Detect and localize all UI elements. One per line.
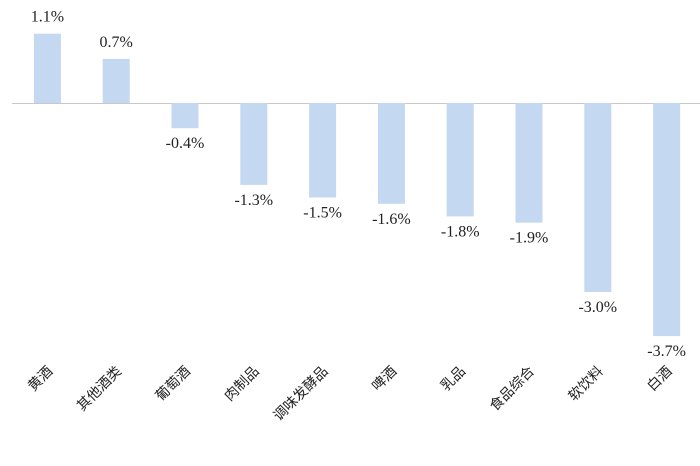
value-label-0: 1.1%: [31, 9, 64, 26]
bar-3: [240, 103, 268, 185]
category-label-4: 调味发酵品: [271, 364, 332, 425]
value-label-1: 0.7%: [100, 34, 133, 51]
value-label-6: -1.8%: [441, 223, 480, 240]
category-label-5: 啤酒: [369, 364, 400, 395]
value-labels-group: 1.1% 0.7% -0.4% -1.3% -1.5% -1.6% -1.8% -1.9% -3…: [31, 9, 686, 360]
value-label-5: -1.6%: [372, 211, 411, 228]
category-label-1: 其他酒类: [74, 364, 125, 415]
category-label-7: 食品综合: [486, 363, 538, 415]
value-label-3: -1.3%: [234, 192, 273, 209]
bar-7: [515, 103, 543, 223]
category-label-3: 肉制品: [222, 364, 263, 405]
value-label-8: -3.0%: [578, 299, 617, 316]
category-label-6: 乳品: [438, 364, 469, 395]
bars-group: [33, 33, 681, 337]
category-label-0: 黄酒: [24, 363, 56, 395]
category-labels-group: 黄酒 其他酒类 葡萄酒 肉制品 调味发酵品 啤酒 乳品 食品综合 软饮料 白酒: [24, 363, 675, 425]
bar-6: [446, 103, 474, 217]
value-label-9: -3.7%: [647, 343, 686, 360]
bar-9: [653, 103, 681, 337]
bar-1: [102, 58, 130, 103]
bar-0: [33, 33, 61, 104]
category-label-9: 白酒: [644, 364, 675, 395]
category-label-2: 葡萄酒: [153, 364, 194, 405]
value-label-2: -0.4%: [166, 135, 205, 152]
value-label-4: -1.5%: [303, 205, 342, 222]
bar-5: [377, 103, 405, 204]
bar-8: [584, 103, 612, 292]
value-label-7: -1.9%: [510, 230, 549, 247]
bar-4: [309, 103, 337, 198]
category-label-8: 软饮料: [566, 364, 607, 405]
bar-2: [171, 103, 199, 129]
